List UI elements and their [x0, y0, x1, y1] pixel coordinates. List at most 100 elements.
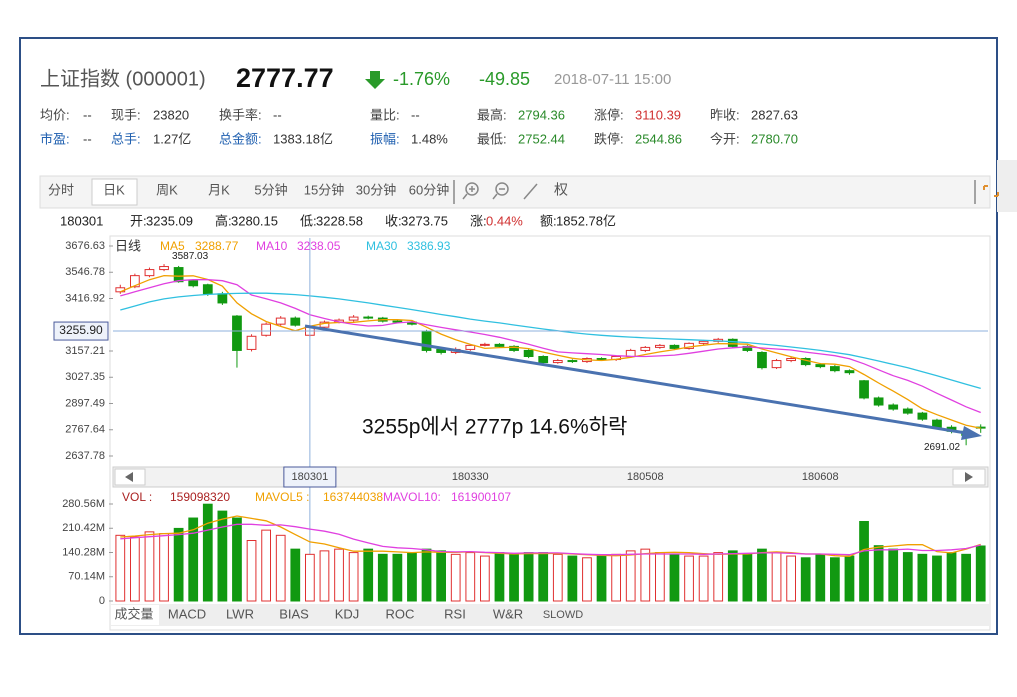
- candle-body: [873, 397, 884, 406]
- candle-body: [523, 349, 534, 358]
- time: 2018-07-11 15:00: [554, 71, 671, 88]
- scrollbar[interactable]: [112, 466, 989, 488]
- legend-name: MA5: [160, 239, 185, 253]
- info-value: 0.44%: [486, 213, 523, 228]
- indicator-tab[interactable]: W&R: [493, 606, 523, 621]
- candle-body: [261, 323, 271, 336]
- indicator-tab[interactable]: KDJ: [335, 606, 360, 621]
- stat-label: 今开:: [710, 131, 740, 146]
- ma-line: [120, 279, 981, 414]
- tab[interactable]: 15分钟: [304, 182, 344, 197]
- indicator-tab[interactable]: RSI: [444, 606, 466, 621]
- candle-body: [494, 343, 505, 347]
- toolbar-icons: [453, 180, 976, 204]
- max-label: 3587.03: [172, 251, 209, 262]
- legend-value: 159098320: [170, 490, 230, 504]
- stat-label: 均价:: [40, 107, 70, 122]
- volume-bar: [115, 534, 126, 602]
- stat-label: 最高:: [477, 107, 507, 122]
- stat-label: 量比:: [370, 107, 400, 122]
- volume-bar: [786, 555, 796, 602]
- info-label: 涨:: [470, 213, 487, 228]
- stat-label: 总金额:: [219, 131, 262, 146]
- expand-icon: [983, 185, 999, 197]
- volume-bar: [538, 552, 549, 602]
- tab[interactable]: 月K: [208, 182, 230, 197]
- y-tick-label: 140.28M: [62, 546, 105, 558]
- legend-value: 3238.05: [297, 239, 341, 253]
- volume-bar: [844, 555, 855, 602]
- volume-bar: [480, 555, 490, 602]
- stat-label: 昨收:: [710, 107, 740, 122]
- candle-body: [655, 344, 665, 348]
- candle-body: [771, 360, 782, 369]
- info-label: 收:: [385, 213, 402, 228]
- volume-bar: [859, 520, 869, 602]
- indicator-tab[interactable]: LWR: [226, 606, 254, 621]
- candle-body: [786, 358, 796, 362]
- indicator-tab[interactable]: SLOWD: [543, 609, 583, 621]
- tab[interactable]: 日K: [103, 182, 125, 197]
- crosshair-box: [283, 466, 337, 488]
- stat-label: 现手:: [111, 107, 141, 122]
- volume-bar: [275, 534, 286, 602]
- volume-bar: [246, 540, 257, 602]
- legend-name: VOL :: [122, 490, 152, 504]
- volume-bar: [669, 553, 680, 602]
- stat-value: 23820: [153, 107, 189, 122]
- stat-label: 换手率:: [219, 107, 262, 122]
- info-value: 3273.75: [401, 213, 448, 228]
- tab[interactable]: 5分钟: [254, 182, 287, 197]
- volume-bar: [902, 552, 913, 602]
- tab[interactable]: 60分钟: [409, 182, 449, 197]
- volume-bar: [159, 533, 169, 602]
- tab[interactable]: 分时: [48, 182, 74, 197]
- crosshair-label: 3255.90: [59, 323, 103, 337]
- legend-name: MAVOL5 :: [255, 490, 309, 504]
- volume-bar: [800, 557, 811, 602]
- candle-body: [830, 366, 840, 372]
- indicator-tab[interactable]: 成交量: [114, 606, 153, 621]
- indicator-selected: [111, 605, 159, 625]
- legend-value: 3288.77: [195, 239, 239, 253]
- volume-bar: [130, 536, 140, 602]
- stat-value: --: [83, 107, 92, 122]
- stat-value: --: [83, 131, 92, 146]
- volume-bar: [727, 550, 738, 602]
- y-tick-label: 2637.78: [65, 450, 105, 462]
- info-label: 开:: [130, 213, 147, 228]
- candle-body: [275, 317, 286, 325]
- price: 2777.77: [236, 63, 334, 93]
- legend-name: MA30: [366, 239, 398, 253]
- indicator-tab[interactable]: BIAS: [279, 606, 309, 621]
- volume-bar: [232, 517, 242, 602]
- candle-body: [727, 338, 738, 347]
- tab[interactable]: 30分钟: [356, 182, 396, 197]
- stat-value: 1.27亿: [153, 131, 191, 146]
- trend-arrow: [304, 324, 967, 435]
- stat-value: --: [273, 107, 282, 122]
- stat-value: 2780.70: [751, 131, 798, 146]
- tab-selected: [91, 178, 138, 206]
- indicator-tab[interactable]: MACD: [168, 606, 206, 621]
- stat-label: 市盈:: [40, 131, 70, 146]
- plot: 3676.63 3546.78 3416.92 3157.21 3027.35 2897.…: [53, 238, 988, 607]
- indicator-tab[interactable]: ROC: [386, 606, 415, 621]
- volume-bar: [975, 545, 986, 602]
- legend-value: 163744038: [323, 490, 383, 504]
- annotation: 3255p에서 2777p 14.6%하락: [362, 416, 627, 439]
- candle-body: [596, 358, 607, 361]
- tab[interactable]: 权: [554, 182, 568, 198]
- candle-body: [159, 266, 169, 271]
- change: -49.85: [479, 69, 530, 89]
- x-tick-label: 180508: [627, 471, 664, 483]
- info-value: 3280.15: [231, 213, 278, 228]
- volume-bar: [523, 552, 534, 602]
- y-tick-label: 3416.92: [65, 292, 105, 304]
- indicator-bar: [110, 604, 990, 626]
- candle-body: [669, 344, 680, 349]
- tab[interactable]: 周K: [156, 182, 178, 197]
- candle-body: [698, 340, 709, 344]
